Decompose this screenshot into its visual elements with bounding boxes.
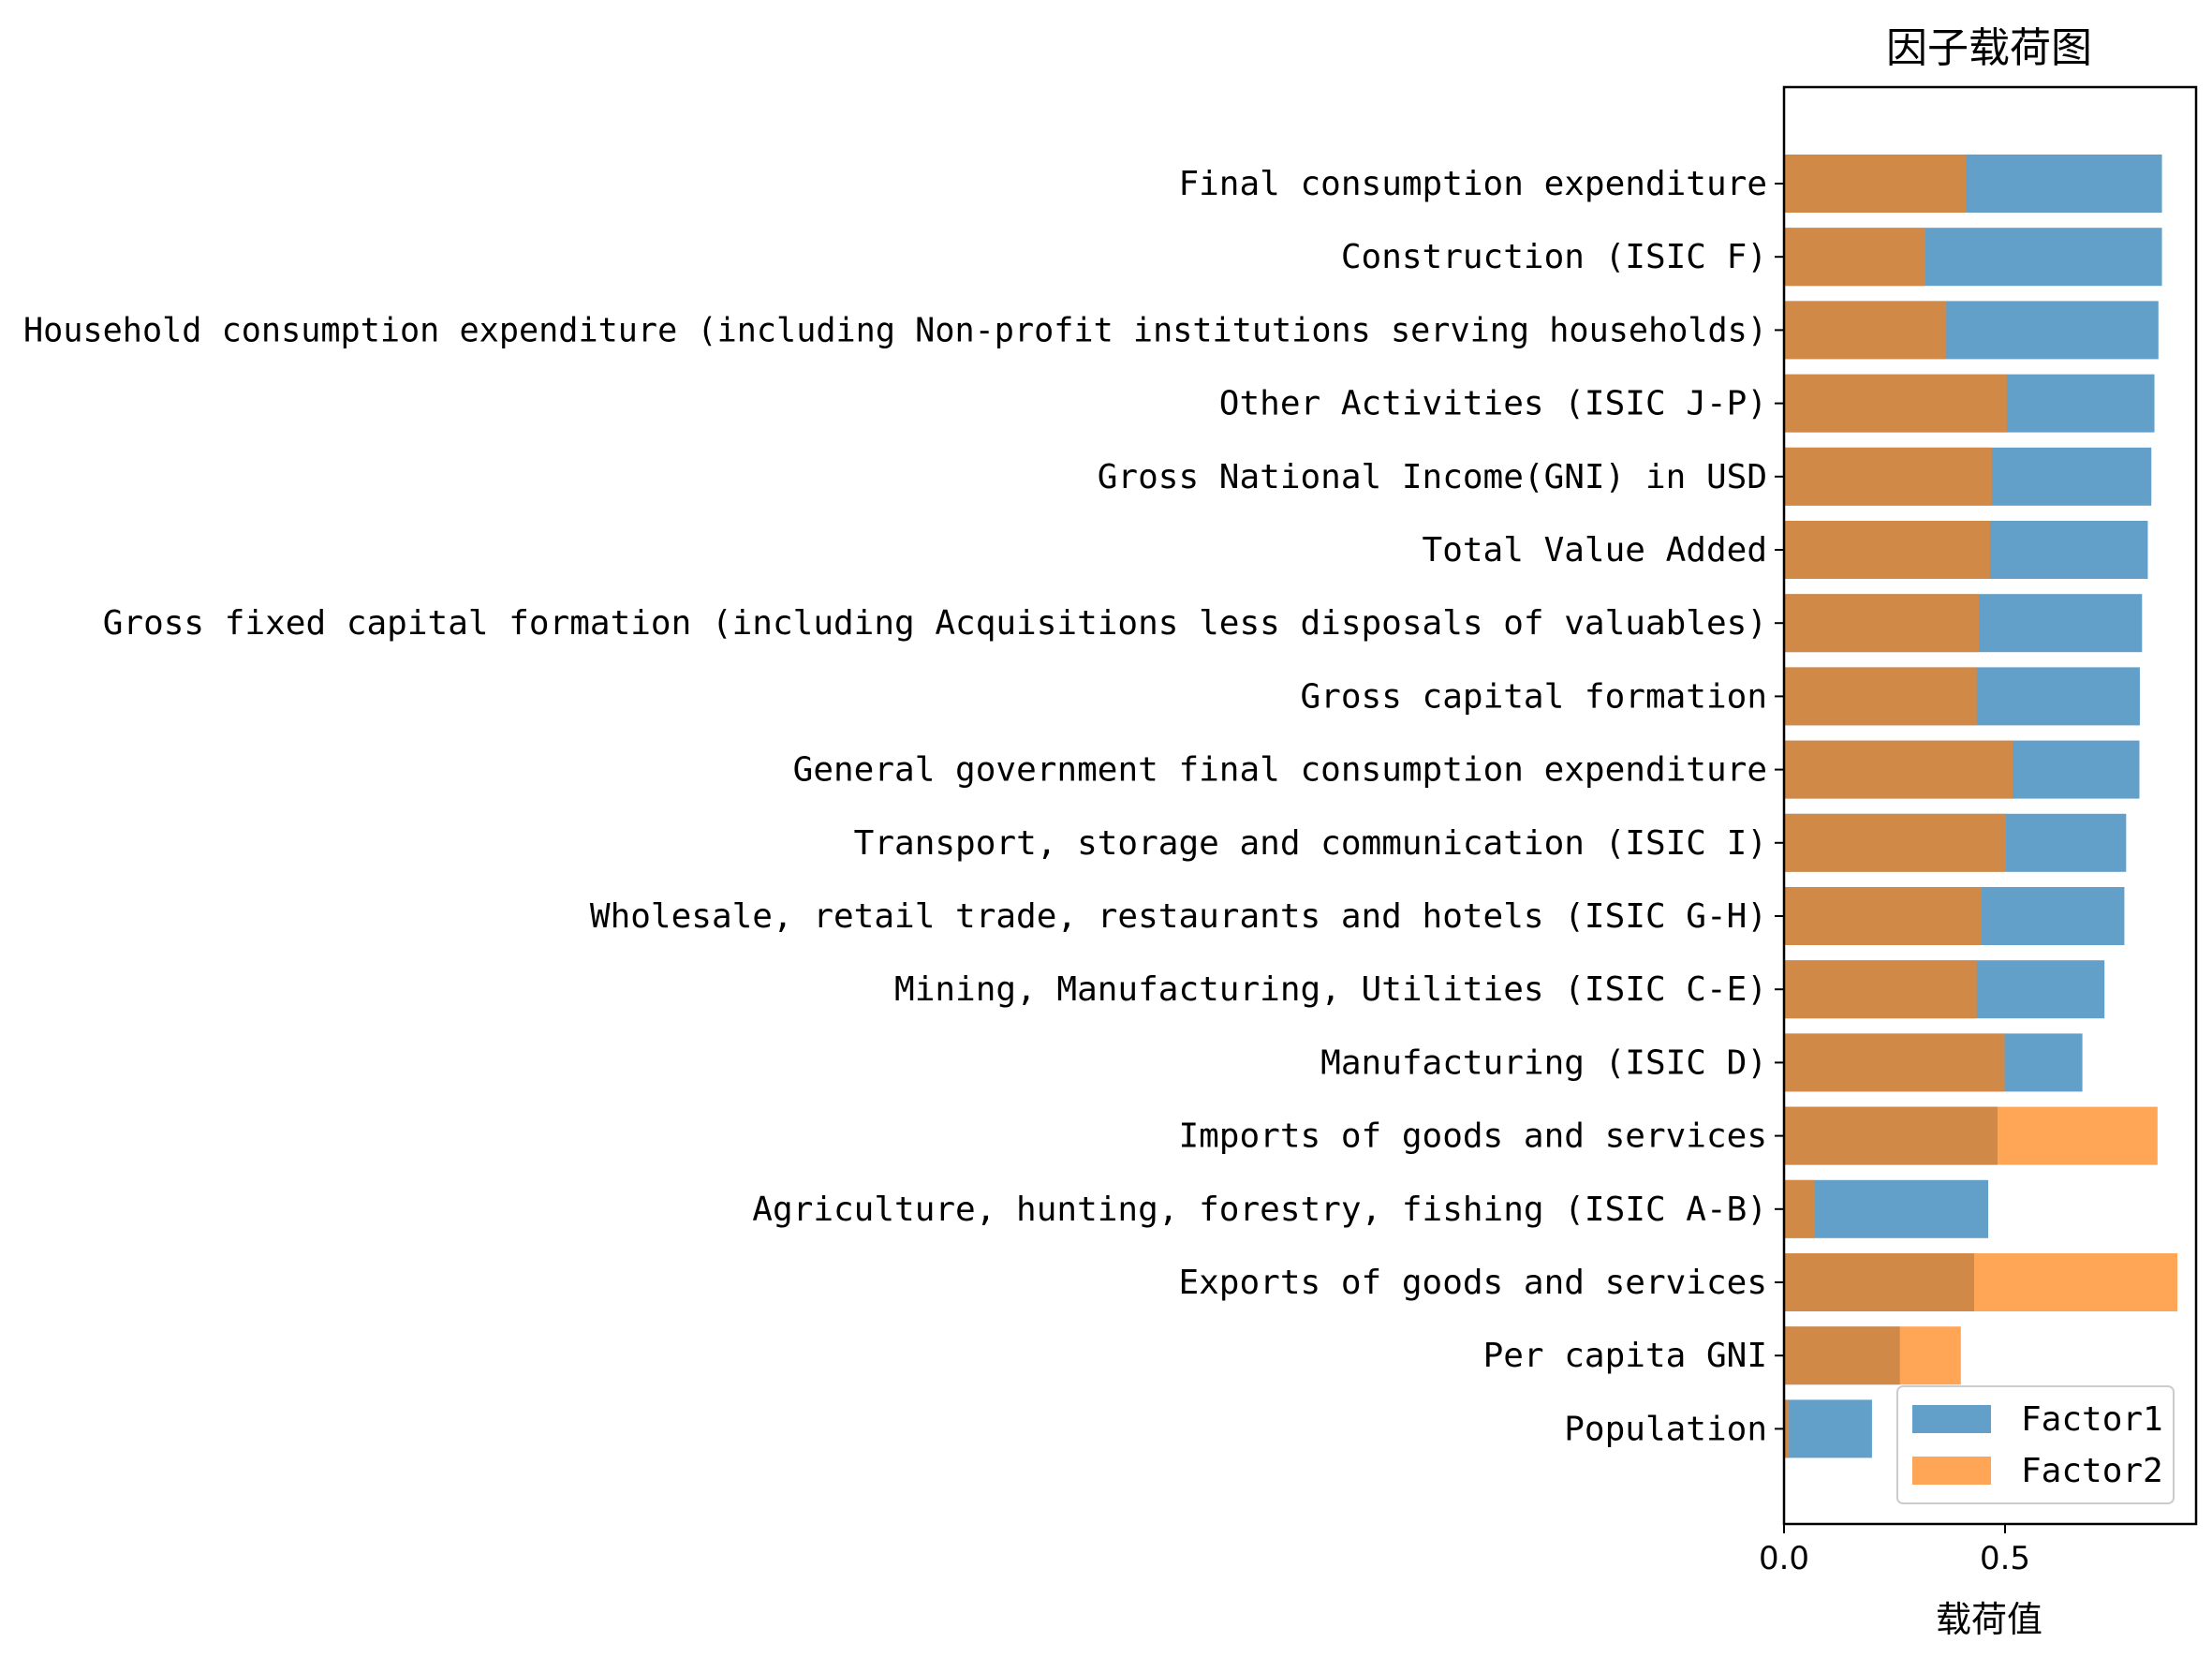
legend-swatch-factor1 bbox=[1912, 1405, 1991, 1433]
bar-factor2-4 bbox=[1784, 447, 1992, 506]
bar-factor2-15 bbox=[1784, 1253, 2178, 1311]
bar-factor2-12 bbox=[1784, 1033, 2005, 1092]
category-label: Transport, storage and communication (IS… bbox=[854, 824, 1767, 863]
x-tick-label: 0.0 bbox=[1759, 1540, 1809, 1577]
plot-frame bbox=[1782, 85, 2198, 1526]
x-tick-label: 0.5 bbox=[1980, 1540, 2030, 1577]
category-label: Gross fixed capital formation (including… bbox=[103, 604, 1767, 643]
bar-factor2-10 bbox=[1784, 887, 1982, 945]
bar-factor2-16 bbox=[1784, 1326, 1961, 1385]
bar-factor2-13 bbox=[1784, 1106, 2158, 1165]
bar-factor2-0 bbox=[1784, 155, 1967, 213]
bar-factor2-9 bbox=[1784, 813, 2006, 872]
bar-factor2-8 bbox=[1784, 740, 2013, 799]
category-label: Wholesale, retail trade, restaurants and… bbox=[590, 897, 1767, 936]
category-label: Exports of goods and services bbox=[1178, 1264, 1767, 1302]
category-label: Household consumption expenditure (inclu… bbox=[23, 311, 1767, 349]
bar-factor1-17 bbox=[1784, 1399, 1872, 1458]
category-label: Population bbox=[1564, 1410, 1767, 1448]
bar-factor1-14 bbox=[1784, 1179, 1989, 1238]
bar-factor2-2 bbox=[1784, 301, 1947, 360]
category-label: Agriculture, hunting, forestry, fishing … bbox=[752, 1191, 1767, 1229]
category-label: Gross National Income(GNI) in USD bbox=[1098, 458, 1767, 496]
category-label: Mining, Manufacturing, Utilities (ISIC C… bbox=[894, 970, 1767, 1009]
bars-group bbox=[1784, 155, 2178, 1458]
bar-factor2-1 bbox=[1784, 228, 1926, 287]
category-label: Per capita GNI bbox=[1483, 1337, 1767, 1375]
category-label: Manufacturing (ISIC D) bbox=[1320, 1043, 1767, 1082]
legend-label-factor1: Factor1 bbox=[2021, 1400, 2163, 1439]
x-axis: 0.0 0.5 bbox=[1759, 1524, 2030, 1577]
category-label: Gross capital formation bbox=[1301, 677, 1768, 716]
legend: Factor1 Factor2 bbox=[1896, 1385, 2175, 1504]
category-label: Total Value Added bbox=[1423, 531, 1767, 570]
legend-swatch-factor2 bbox=[1912, 1457, 1991, 1485]
chart-title: 因子载荷图 bbox=[1886, 24, 2092, 72]
bar-factor2-7 bbox=[1784, 667, 1977, 726]
category-label: Final consumption expenditure bbox=[1178, 165, 1767, 203]
bar-factor2-14 bbox=[1784, 1179, 1816, 1238]
category-label: Other Activities (ISIC J-P) bbox=[1219, 385, 1767, 423]
category-label: General government final consumption exp… bbox=[793, 751, 1767, 790]
x-axis-label: 载荷值 bbox=[1936, 1599, 2042, 1640]
bar-factor2-3 bbox=[1784, 374, 2007, 433]
category-label: Construction (ISIC F) bbox=[1341, 238, 1767, 276]
bar-factor2-5 bbox=[1784, 521, 1990, 579]
legend-label-factor2: Factor2 bbox=[2021, 1452, 2163, 1490]
bar-factor2-11 bbox=[1784, 960, 1977, 1019]
bar-factor2-17 bbox=[1784, 1399, 1790, 1458]
category-labels: Final consumption expenditure Constructio… bbox=[23, 165, 1784, 1448]
bar-factor2-6 bbox=[1784, 594, 1980, 653]
category-label: Imports of goods and services bbox=[1178, 1117, 1767, 1156]
